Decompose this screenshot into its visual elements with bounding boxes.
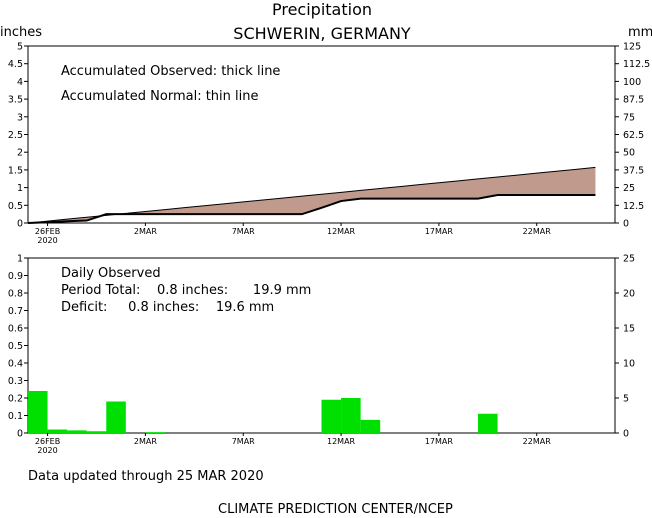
daily-x-tick-label: 22MAR bbox=[523, 437, 552, 446]
daily-note: Daily Observed bbox=[61, 266, 161, 281]
acc-note: Accumulated Normal: thin line bbox=[61, 89, 259, 104]
acc-x-tick-label: 26FEB bbox=[35, 227, 60, 236]
daily-left-tick-label: 1 bbox=[17, 254, 23, 265]
daily-right-tick-label: 25 bbox=[623, 254, 635, 265]
daily-left-tick-label: 0.2 bbox=[8, 394, 23, 405]
daily-x-tick-label: 7MAR bbox=[232, 437, 255, 446]
daily-note: Deficit: 0.8 inches: 19.6 mm bbox=[61, 300, 274, 315]
acc-left-tick-label: 1.5 bbox=[8, 165, 23, 176]
acc-right-tick-label: 75 bbox=[623, 112, 635, 123]
acc-x-tick-label: 17MAR bbox=[425, 227, 454, 236]
acc-right-tick-label: 100 bbox=[623, 77, 641, 88]
acc-x-tick-label: 7MAR bbox=[232, 227, 255, 236]
acc-right-tick-label: 37.5 bbox=[623, 165, 644, 176]
daily-bar bbox=[86, 431, 107, 433]
daily-bar bbox=[47, 429, 68, 433]
daily-left-tick-label: 0.9 bbox=[8, 271, 23, 282]
acc-left-tick-label: 2 bbox=[17, 148, 23, 159]
acc-left-tick-label: 1 bbox=[17, 183, 23, 194]
daily-bar bbox=[145, 432, 165, 433]
acc-left-tick-label: 5 bbox=[17, 42, 23, 53]
acc-x-year-label: 2020 bbox=[37, 236, 57, 245]
accumulated-panel: 00.511.522.533.544.55012.52537.55062.575… bbox=[8, 42, 650, 246]
acc-right-tick-label: 25 bbox=[623, 183, 635, 194]
daily-bar bbox=[360, 419, 381, 433]
daily-bar bbox=[341, 398, 361, 433]
daily-x-year-label: 2020 bbox=[37, 446, 57, 455]
daily-bar bbox=[67, 430, 87, 433]
acc-left-tick-label: 3 bbox=[17, 112, 23, 123]
daily-right-tick-label: 15 bbox=[623, 324, 635, 335]
daily-bar bbox=[478, 413, 498, 433]
daily-x-tick-label: 26FEB bbox=[35, 437, 60, 446]
right-unit-label: mm bbox=[628, 25, 652, 40]
acc-right-tick-label: 87.5 bbox=[623, 95, 644, 106]
daily-left-tick-label: 0.8 bbox=[8, 289, 23, 300]
acc-right-tick-label: 12.5 bbox=[623, 201, 644, 212]
daily-right-tick-label: 10 bbox=[623, 359, 635, 370]
acc-left-tick-label: 3.5 bbox=[8, 95, 23, 106]
daily-left-tick-label: 0.6 bbox=[8, 324, 23, 335]
accumulated-observed-line bbox=[27, 194, 596, 224]
chart-title: Precipitation bbox=[272, 0, 372, 19]
acc-left-tick-label: 0 bbox=[17, 219, 23, 230]
daily-bar bbox=[28, 391, 48, 433]
data-updated-note: Data updated through 25 MAR 2020 bbox=[28, 469, 264, 484]
left-unit-label: inches bbox=[0, 25, 42, 40]
daily-left-tick-label: 0 bbox=[17, 429, 23, 440]
acc-note: Accumulated Observed: thick line bbox=[61, 64, 280, 79]
daily-x-tick-label: 2MAR bbox=[134, 437, 157, 446]
acc-right-tick-label: 125 bbox=[623, 42, 641, 53]
daily-right-tick-label: 20 bbox=[623, 289, 635, 300]
daily-panel: 00.10.20.30.40.50.60.70.80.9105101520252… bbox=[8, 254, 635, 456]
acc-x-tick-label: 22MAR bbox=[523, 227, 552, 236]
daily-x-tick-label: 12MAR bbox=[327, 437, 356, 446]
daily-bar bbox=[321, 399, 342, 433]
chart-subtitle: SCHWERIN, GERMANY bbox=[233, 24, 411, 43]
daily-right-tick-label: 0 bbox=[623, 429, 629, 440]
daily-bar bbox=[106, 401, 126, 433]
acc-left-tick-label: 2.5 bbox=[8, 130, 23, 141]
daily-note: Period Total: 0.8 inches: 19.9 mm bbox=[61, 283, 311, 298]
daily-right-tick-label: 5 bbox=[623, 394, 629, 405]
acc-left-tick-label: 4 bbox=[17, 77, 23, 88]
daily-left-tick-label: 0.5 bbox=[8, 341, 23, 352]
acc-right-tick-label: 50 bbox=[623, 148, 635, 159]
daily-left-tick-label: 0.7 bbox=[8, 306, 23, 317]
daily-left-tick-label: 0.4 bbox=[8, 359, 23, 370]
acc-right-tick-label: 112.5 bbox=[623, 59, 650, 70]
acc-right-tick-label: 62.5 bbox=[623, 130, 644, 141]
credit-text: CLIMATE PREDICTION CENTER/NCEP bbox=[218, 502, 453, 517]
daily-left-tick-label: 0.1 bbox=[8, 411, 23, 422]
acc-left-tick-label: 4.5 bbox=[8, 59, 23, 70]
daily-left-tick-label: 0.3 bbox=[8, 376, 23, 387]
acc-x-tick-label: 12MAR bbox=[327, 227, 356, 236]
daily-x-tick-label: 17MAR bbox=[425, 437, 454, 446]
acc-left-tick-label: 0.5 bbox=[8, 201, 23, 212]
acc-right-tick-label: 0 bbox=[623, 219, 629, 230]
acc-x-tick-label: 2MAR bbox=[134, 227, 157, 236]
